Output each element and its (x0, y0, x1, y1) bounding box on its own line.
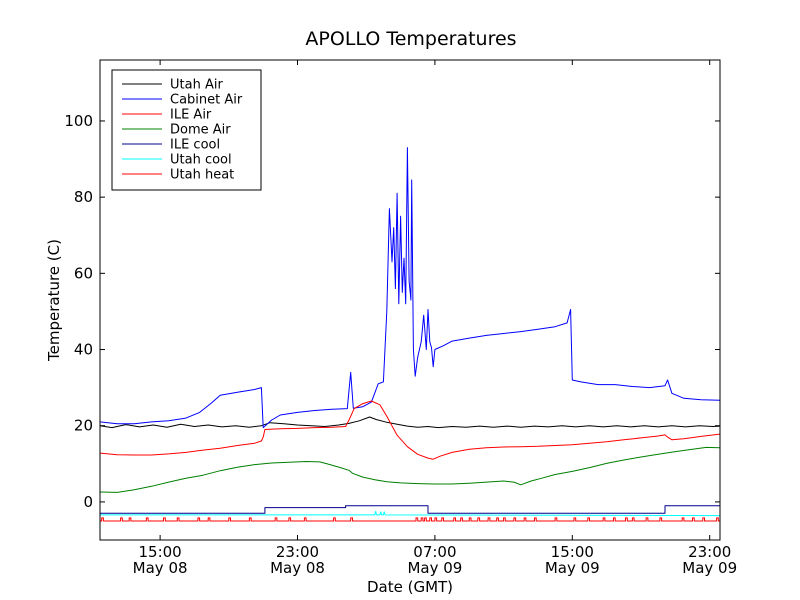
series-line-utah-cool (100, 510, 720, 517)
x-tick-date-label: May 09 (407, 559, 462, 577)
legend-label-cabinet-air: Cabinet Air (170, 93, 243, 108)
series-line-dome-air (100, 446, 720, 493)
series-line-ile-air (100, 400, 720, 460)
x-tick-date-label: May 08 (133, 559, 188, 577)
legend-box (111, 69, 262, 191)
legend-label-utah-cool: Utah cool (170, 153, 232, 168)
y-tick-label: 40 (74, 341, 93, 359)
legend-label-dome-air: Dome Air (170, 123, 231, 138)
legend-label-utah-heat: Utah heat (170, 168, 234, 183)
x-tick-date-label: May 09 (682, 559, 737, 577)
y-axis-label: Temperature (C) (45, 239, 63, 362)
x-tick-time-label: 23:00 (276, 543, 319, 561)
y-tick-label: 20 (74, 417, 93, 435)
x-tick-time-label: 15:00 (138, 543, 181, 561)
y-tick-label: 0 (83, 493, 93, 511)
x-tick-time-label: 15:00 (551, 543, 594, 561)
legend-label-utah-air: Utah Air (170, 78, 223, 93)
x-axis-label: Date (GMT) (367, 578, 453, 596)
x-tick-date-label: May 08 (270, 559, 325, 577)
y-tick-label: 60 (74, 264, 93, 282)
legend-label-ile-air: ILE Air (170, 108, 212, 123)
series-line-ile-cool (100, 505, 720, 514)
y-tick-label: 80 (74, 188, 93, 206)
plot-area (100, 147, 720, 523)
x-tick-date-label: May 09 (545, 559, 600, 577)
series-line-utah-heat (100, 517, 720, 523)
chart-title: APOLLO Temperatures (305, 28, 516, 50)
series-line-cabinet-air (100, 147, 720, 429)
series-line-utah-air (100, 416, 720, 429)
y-tick-label: 100 (64, 112, 93, 130)
x-tick-time-label: 07:00 (413, 543, 456, 561)
plot-frame (99, 59, 721, 541)
legend-label-ile-cool: ILE cool (170, 138, 220, 153)
x-tick-time-label: 23:00 (688, 543, 731, 561)
